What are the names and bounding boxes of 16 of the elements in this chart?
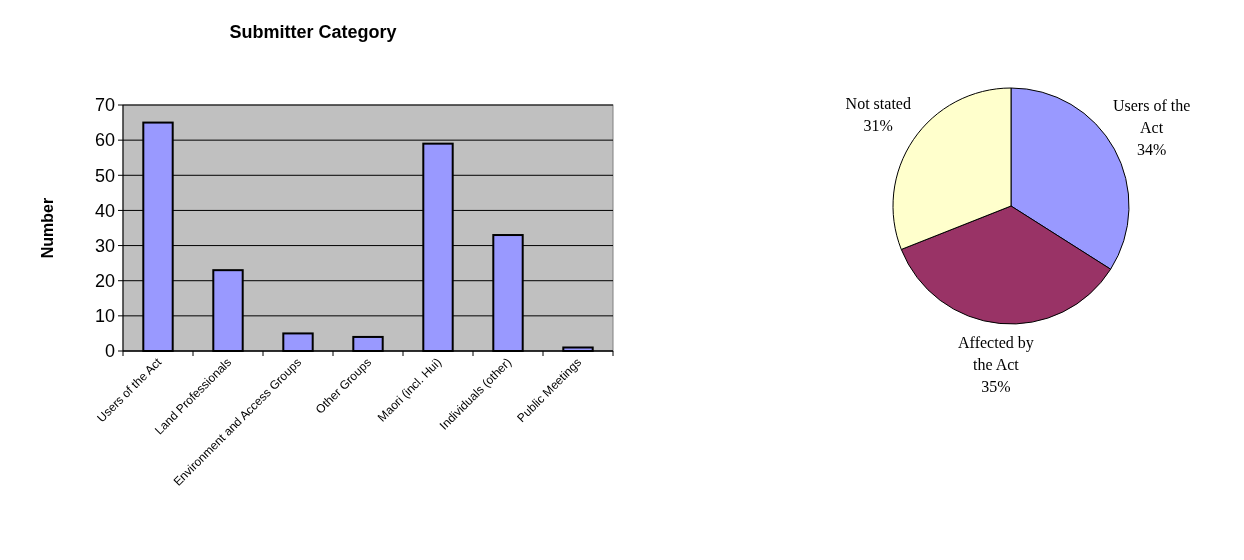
data-label: 35% xyxy=(981,377,1011,395)
y-tick-label: 40 xyxy=(94,200,115,221)
chart-title: Submitter Category xyxy=(229,22,397,42)
slice-label: Not stated xyxy=(845,94,911,112)
y-axis-title: Number xyxy=(39,197,56,259)
y-tick-label: 0 xyxy=(104,341,115,362)
slice-label: Affected by the Act xyxy=(958,333,1034,373)
y-tick-label: 60 xyxy=(94,130,115,151)
data-label: 34% xyxy=(1136,140,1167,158)
y-tick-label: 70 xyxy=(94,95,115,116)
y-tick-label: 10 xyxy=(94,306,115,327)
y-tick-label: 50 xyxy=(94,165,115,186)
y-tick-label: 30 xyxy=(94,235,115,256)
y-tick-label: 20 xyxy=(94,271,115,292)
data-label: 31% xyxy=(863,116,893,134)
slice-label: Users of the Act xyxy=(1112,96,1191,136)
